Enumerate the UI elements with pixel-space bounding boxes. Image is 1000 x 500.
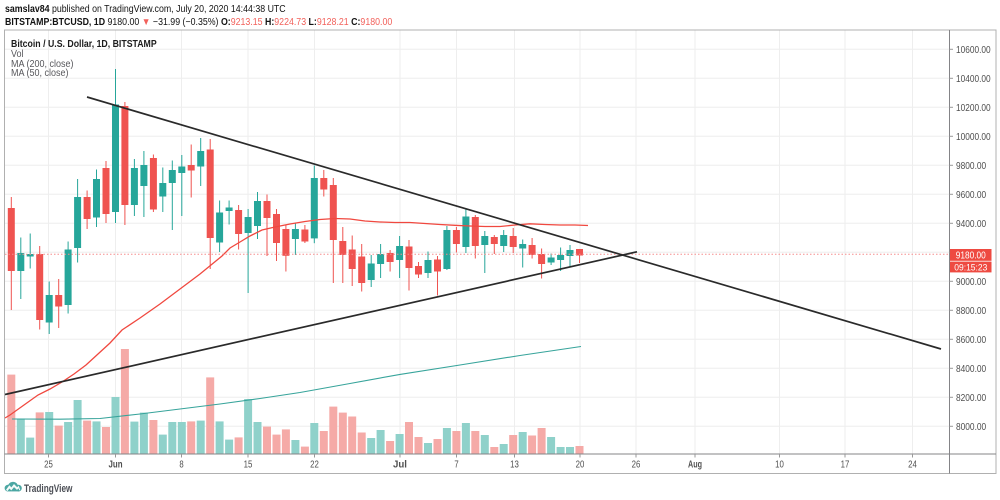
svg-text:9400.00: 9400.00 (956, 219, 987, 230)
svg-text:22: 22 (310, 460, 319, 471)
svg-text:8400.00: 8400.00 (956, 364, 987, 375)
svg-text:17: 17 (841, 460, 850, 471)
svg-text:Jul: Jul (393, 460, 407, 471)
svg-text:24: 24 (908, 460, 917, 471)
svg-text:10000.00: 10000.00 (956, 132, 991, 143)
svg-text:10400.00: 10400.00 (956, 74, 991, 85)
svg-text:Aug: Aug (688, 460, 702, 471)
svg-text:25: 25 (44, 460, 53, 471)
svg-text:9600.00: 9600.00 (956, 190, 987, 201)
svg-text:8600.00: 8600.00 (956, 335, 987, 346)
svg-text:10600.00: 10600.00 (956, 45, 991, 56)
svg-text:Jun: Jun (109, 460, 123, 471)
svg-text:8: 8 (179, 460, 184, 471)
svg-text:20: 20 (576, 460, 585, 471)
svg-text:8200.00: 8200.00 (956, 393, 987, 404)
svg-text:13: 13 (510, 460, 519, 471)
svg-text:9000.00: 9000.00 (956, 277, 987, 288)
svg-text:9180.00: 9180.00 (956, 251, 986, 262)
svg-text:8000.00: 8000.00 (956, 422, 987, 433)
svg-text:8800.00: 8800.00 (956, 306, 987, 317)
svg-text:26: 26 (632, 460, 641, 471)
svg-text:10: 10 (775, 460, 784, 471)
svg-text:9800.00: 9800.00 (956, 161, 987, 172)
svg-text:7: 7 (454, 460, 459, 471)
svg-text:09:15:23: 09:15:23 (954, 263, 987, 274)
svg-text:15: 15 (244, 460, 253, 471)
svg-text:10200.00: 10200.00 (956, 103, 991, 114)
